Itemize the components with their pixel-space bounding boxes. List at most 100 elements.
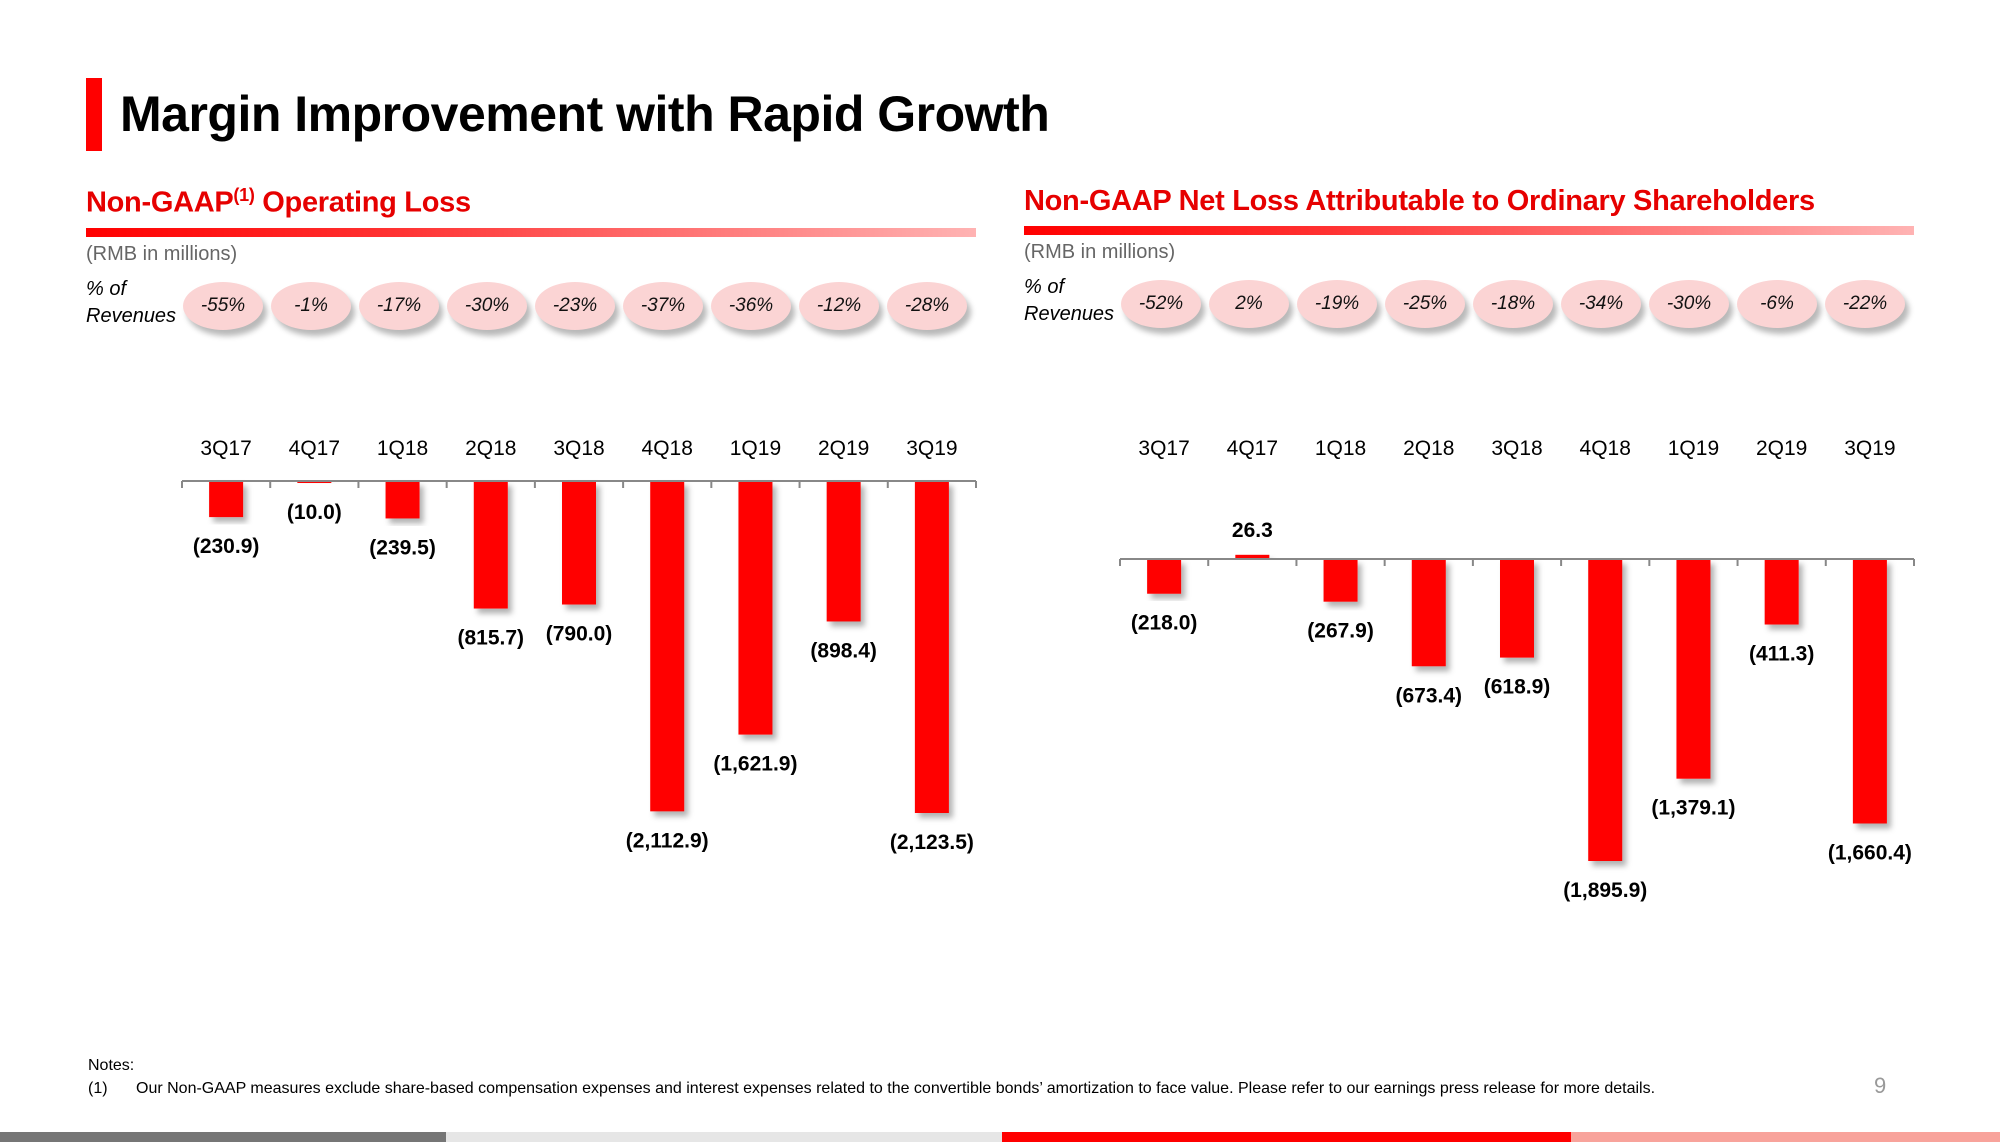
category-label: 4Q17 <box>289 437 340 460</box>
data-label: 26.3 <box>1232 519 1273 542</box>
category-label: 4Q17 <box>1227 437 1278 460</box>
pct-label-line1: % of <box>1024 275 1065 298</box>
pct-pill: -37% <box>623 281 703 330</box>
pct-pill: -1% <box>271 281 351 330</box>
pct-pill: -17% <box>359 281 439 330</box>
data-label: (1,621.9) <box>713 753 797 776</box>
bar-1Q18 <box>385 481 420 519</box>
panel-title-rest: Operating Loss <box>254 186 471 219</box>
bar-1Q18 <box>1323 559 1358 602</box>
pct-pill: -28% <box>887 281 967 330</box>
data-label: (1,660.4) <box>1828 841 1912 864</box>
pct-pill: -18% <box>1473 279 1553 328</box>
panel-title-rule <box>1024 225 1914 235</box>
category-label: 2Q19 <box>1756 437 1807 460</box>
pct-pill: -36% <box>711 281 791 330</box>
pct-pill: -12% <box>799 281 879 330</box>
data-label: (790.0) <box>546 623 613 646</box>
footer-strip-segment <box>1571 1132 2000 1142</box>
net-loss-panel: Non-GAAP Net Loss Attributable to Ordina… <box>1024 185 1914 332</box>
panel-title: Non-GAAP Net Loss Attributable to Ordina… <box>1024 185 1914 218</box>
pct-of-revenues-label: % of Revenues <box>86 276 176 330</box>
title-accent-bar <box>86 78 102 151</box>
note-text: Our Non-GAAP measures exclude share-base… <box>136 1080 1656 1098</box>
category-label: 2Q18 <box>1403 437 1454 460</box>
category-label: 1Q19 <box>1668 437 1719 460</box>
pct-pill: -6% <box>1737 279 1817 328</box>
notes-heading: Notes: <box>88 1057 135 1074</box>
note-item: (1) Our Non-GAAP measures exclude share-b… <box>88 1077 1655 1100</box>
bar-3Q19 <box>914 481 949 813</box>
footer-strip-segment <box>0 1132 446 1142</box>
pct-pill: -30% <box>447 281 527 330</box>
bar-4Q18 <box>1588 559 1623 861</box>
footer-strip-segment <box>1002 1132 1571 1142</box>
pct-label-line2: Revenues <box>1024 302 1115 325</box>
bar-2Q18 <box>1411 559 1446 667</box>
bar-4Q18 <box>650 481 685 812</box>
bar-1Q19 <box>1676 559 1711 779</box>
data-label: (673.4) <box>1396 684 1463 707</box>
page-number: 9 <box>1874 1073 1887 1098</box>
category-label: 4Q18 <box>642 437 693 460</box>
bar-3Q17 <box>209 481 244 518</box>
note-number: (1) <box>88 1080 108 1098</box>
panel-title-main: Non-GAAP <box>86 186 234 219</box>
bar-3Q19 <box>1852 559 1887 824</box>
category-label: 1Q18 <box>1315 437 1366 460</box>
data-label: (411.3) <box>1749 643 1814 666</box>
data-label: (2,112.9) <box>626 829 709 852</box>
bar-2Q19 <box>826 481 861 622</box>
data-label: (1,379.1) <box>1651 797 1735 820</box>
category-label: 1Q18 <box>377 437 428 460</box>
pct-label-line2: Revenues <box>86 304 177 327</box>
data-label: (10.0) <box>287 501 342 524</box>
unit-label: (RMB in millions) <box>1024 240 1176 263</box>
category-label: 3Q17 <box>1138 437 1189 460</box>
data-label: (230.9) <box>193 535 260 558</box>
footer-strip-segment <box>446 1132 1002 1142</box>
pct-pill: -34% <box>1561 279 1641 328</box>
unit-label: (RMB in millions) <box>86 242 238 265</box>
pct-pill: -30% <box>1649 279 1729 328</box>
category-label: 4Q18 <box>1580 437 1631 460</box>
data-label: (618.9) <box>1484 676 1551 699</box>
pct-pill: -23% <box>535 281 615 330</box>
panel-title: Non-GAAP(1) Operating Loss <box>86 185 976 220</box>
pct-label-line1: % of <box>86 277 127 300</box>
category-label: 3Q18 <box>553 437 604 460</box>
category-label: 2Q19 <box>818 437 869 460</box>
category-label: 3Q19 <box>906 437 957 460</box>
category-label: 2Q18 <box>465 437 516 460</box>
category-label: 3Q17 <box>200 437 251 460</box>
category-label: 1Q19 <box>730 437 781 460</box>
bar-3Q17 <box>1147 559 1182 594</box>
pct-pill: -19% <box>1297 279 1377 328</box>
panel-title-main: Non-GAAP Net Loss Attributable to Ordina… <box>1024 185 1815 217</box>
pct-pill: -52% <box>1121 279 1201 328</box>
data-label: (898.4) <box>810 639 877 662</box>
category-label: 3Q18 <box>1491 437 1542 460</box>
operating-loss-panel: Non-GAAP(1) Operating Loss (RMB in milli… <box>86 185 976 334</box>
data-label: (267.9) <box>1307 620 1374 643</box>
pct-pill: -55% <box>183 281 263 330</box>
bar-3Q18 <box>562 481 596 605</box>
data-label: (239.5) <box>369 536 436 559</box>
panel-title-rule <box>86 227 976 237</box>
data-label: (218.0) <box>1131 612 1198 635</box>
page-title: Margin Improvement with Rapid Growth <box>120 86 1050 142</box>
pct-of-revenues-row: % of Revenues -52% 2% -19% -25% -18% -34… <box>1024 270 1914 332</box>
data-label: (815.7) <box>458 627 525 650</box>
data-label: (2,123.5) <box>890 831 974 854</box>
category-label: 3Q19 <box>1844 437 1895 460</box>
notes: Notes: (1) Our Non-GAAP measures exclude … <box>88 1054 1655 1100</box>
pct-pill: -25% <box>1385 279 1465 328</box>
bar-2Q19 <box>1764 559 1799 625</box>
data-label: (1,895.9) <box>1563 879 1647 902</box>
bar-4Q17 <box>1235 554 1270 559</box>
bar-2Q18 <box>473 481 508 609</box>
pct-of-revenues-row: % of Revenues -55% -1% -17% -30% -23% -3… <box>86 272 976 334</box>
pct-of-revenues-label: % of Revenues <box>1024 274 1114 328</box>
pct-pill: -22% <box>1825 279 1905 328</box>
